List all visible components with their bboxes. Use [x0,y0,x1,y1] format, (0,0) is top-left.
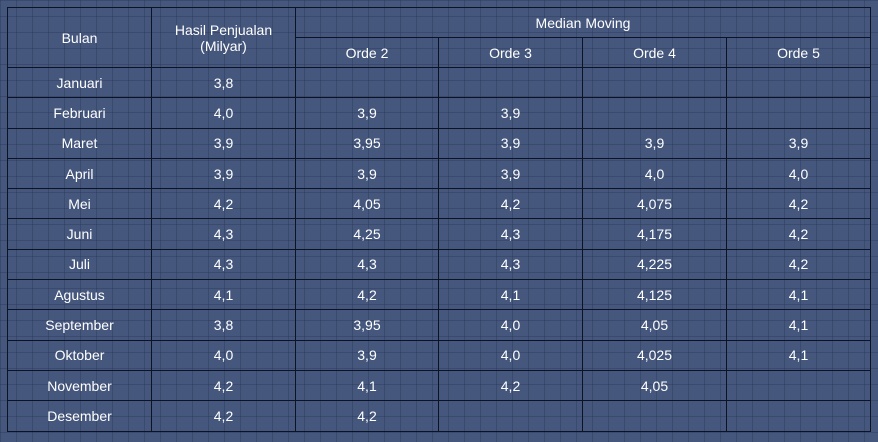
cell-orde-2: 4,3 [295,248,439,281]
header-orde-4: Orde 4 [582,37,727,68]
cell-orde-4: 4,025 [582,339,727,371]
cell-orde-2: 3,9 [295,157,439,190]
cell-orde-4 [582,97,727,129]
table-row: November 4,2 4,1 4,2 4,05 [7,369,871,402]
cell-orde-3: 4,2 [438,369,583,402]
table-row: Desember 4,2 4,2 [7,400,871,432]
cell-orde-4 [582,400,727,432]
cell-hasil: 3,8 [151,66,296,99]
table-row: Juni 4,3 4,25 4,3 4,175 4,2 [7,218,871,250]
cell-hasil: 4,1 [151,279,296,311]
cell-orde-3: 3,9 [438,127,583,159]
cell-orde-4: 4,125 [582,279,727,311]
header-hasil-penjualan: Hasil Penjualan (Milyar) [151,7,296,68]
cell-orde-5: 4,0 [726,157,871,190]
cell-orde-3: 4,0 [438,309,583,341]
cell-orde-2: 4,25 [295,218,439,250]
cell-orde-3 [438,400,583,432]
table-row: Juli 4,3 4,3 4,3 4,225 4,2 [7,248,871,281]
cell-orde-5: 4,2 [726,218,871,250]
header-median-moving: Median Moving [295,7,871,38]
header-row-top: Bulan Hasil Penjualan (Milyar) Median Mo… [7,7,871,68]
table-row: Januari 3,8 [7,66,871,99]
cell-orde-2: 3,95 [295,127,439,159]
table-row: Agustus 4,1 4,2 4,1 4,125 4,1 [7,279,871,311]
cell-orde-5: 4,1 [726,309,871,341]
cell-hasil: 3,9 [151,157,296,190]
cell-orde-2: 3,9 [295,339,439,371]
cell-orde-2: 4,2 [295,279,439,311]
cell-orde-3: 3,9 [438,97,583,129]
cell-orde-4: 4,05 [582,369,727,402]
cell-orde-5: 4,2 [726,248,871,281]
cell-orde-3: 4,3 [438,248,583,281]
cell-orde-4 [582,66,727,99]
cell-orde-5: 4,1 [726,279,871,311]
cell-bulan: Mei [7,188,152,220]
cell-hasil: 4,0 [151,339,296,371]
cell-bulan: Juli [7,248,152,281]
cell-bulan: Agustus [7,279,152,311]
cell-orde-3: 4,0 [438,339,583,371]
cell-bulan: Desember [7,400,152,432]
table-row: April 3,9 3,9 3,9 4,0 4,0 [7,157,871,190]
cell-orde-3: 3,9 [438,157,583,190]
cell-bulan: April [7,157,152,190]
header-orde-5: Orde 5 [726,37,871,68]
cell-orde-4: 4,075 [582,188,727,220]
cell-orde-4: 4,0 [582,157,727,190]
cell-orde-4: 4,225 [582,248,727,281]
cell-bulan: Oktober [7,339,152,371]
table-row: Mei 4,2 4,05 4,2 4,075 4,2 [7,188,871,220]
cell-orde-5: 4,1 [726,339,871,371]
header-orde-3: Orde 3 [438,37,583,68]
table-row: September 3,8 3,95 4,0 4,05 4,1 [7,309,871,341]
cell-orde-3: 4,2 [438,188,583,220]
cell-orde-3: 4,1 [438,279,583,311]
cell-orde-5: 3,9 [726,127,871,159]
table-row: Oktober 4,0 3,9 4,0 4,025 4,1 [7,339,871,371]
cell-orde-5: 4,2 [726,188,871,220]
cell-hasil: 4,2 [151,369,296,402]
cell-orde-2: 3,95 [295,309,439,341]
table-row: Februari 4,0 3,9 3,9 [7,97,871,129]
cell-orde-5 [726,97,871,129]
cell-bulan: Juni [7,218,152,250]
cell-hasil: 3,9 [151,127,296,159]
header-row-orde: Orde 2 Orde 3 Orde 4 Orde 5 [8,37,871,68]
cell-orde-2: 4,1 [295,369,439,402]
cell-orde-2: 3,9 [295,97,439,129]
cell-bulan: Maret [7,127,152,159]
cell-orde-4: 4,175 [582,218,727,250]
table-row: Maret 3,9 3,95 3,9 3,9 3,9 [7,127,871,159]
cell-hasil: 4,2 [151,400,296,432]
cell-orde-2 [295,66,439,99]
cell-hasil: 4,0 [151,97,296,129]
cell-hasil: 3,8 [151,309,296,341]
header-bulan: Bulan [7,7,152,68]
cell-orde-2: 4,2 [295,400,439,432]
cell-orde-2: 4,05 [295,188,439,220]
table-body: Januari 3,8 Februari 4,0 3,9 3,9 Maret 3,9 3,95 3… [7,66,871,432]
cell-bulan: September [7,309,152,341]
cell-hasil: 4,2 [151,188,296,220]
cell-orde-3: 4,3 [438,218,583,250]
cell-orde-4: 3,9 [582,127,727,159]
cell-orde-5 [726,400,871,432]
header-orde-2: Orde 2 [295,37,439,68]
cell-bulan: Januari [7,66,152,99]
cell-bulan: November [7,369,152,402]
cell-hasil: 4,3 [151,248,296,281]
cell-orde-5 [726,66,871,99]
cell-orde-5 [726,369,871,402]
cell-orde-3 [438,66,583,99]
cell-orde-4: 4,05 [582,309,727,341]
cell-hasil: 4,3 [151,218,296,250]
cell-bulan: Februari [7,97,152,129]
median-moving-table: Bulan Hasil Penjualan (Milyar) Median Mo… [7,7,871,432]
